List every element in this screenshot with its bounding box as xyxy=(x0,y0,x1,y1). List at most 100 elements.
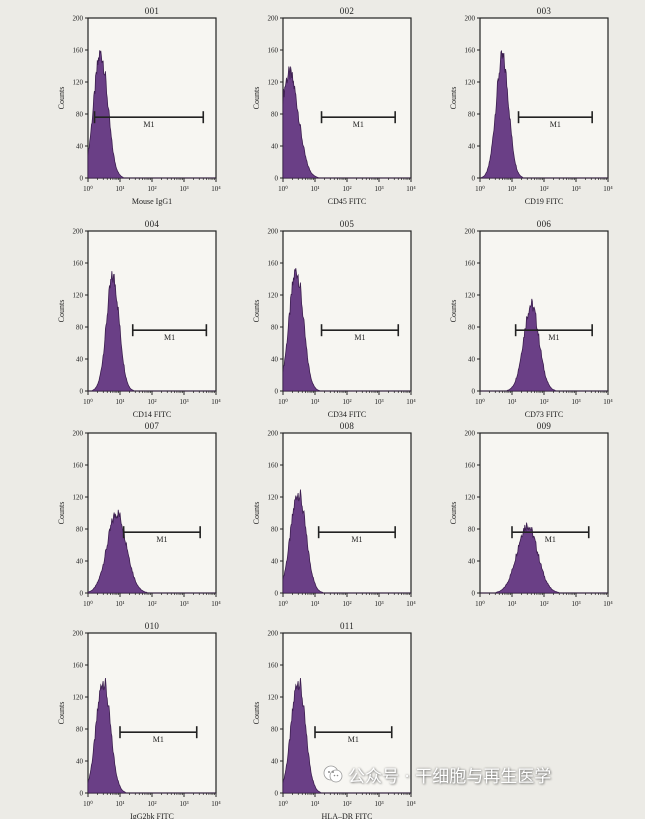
x-tick-label: 10¹ xyxy=(115,398,124,406)
x-tick-label: 10⁰ xyxy=(83,600,93,608)
x-axis-label: CD45 FITC xyxy=(328,197,366,206)
y-tick-label: 0 xyxy=(472,590,476,598)
y-tick-label: 120 xyxy=(268,694,279,702)
y-tick-label: 200 xyxy=(73,630,84,638)
x-tick-label: 10³ xyxy=(571,398,580,406)
gate-label: M1 xyxy=(548,333,559,342)
panel-title: 006 xyxy=(537,219,552,229)
y-tick-label: 200 xyxy=(268,430,279,438)
y-axis-label: Counts xyxy=(57,87,66,110)
histogram-panel-009: 009 M1 0 40 80 120 160 200 Counts 10⁰ 10¹ 10² 10³ 10⁴ xyxy=(449,421,613,608)
panel-title: 003 xyxy=(537,6,552,16)
y-tick-label: 120 xyxy=(268,79,279,87)
y-tick-label: 160 xyxy=(268,662,279,670)
gate-label: M1 xyxy=(153,735,164,744)
histogram-panel-006: 006 M1 0 40 80 120 160 200 Counts 10⁰ 10¹ 10² 10³ 10⁴… xyxy=(449,219,613,419)
x-tick-label: 10¹ xyxy=(310,600,319,608)
y-tick-label: 0 xyxy=(275,790,279,798)
y-tick-label: 40 xyxy=(76,143,84,151)
y-tick-label: 80 xyxy=(76,324,84,332)
x-tick-label: 10² xyxy=(147,398,156,406)
x-tick-label: 10³ xyxy=(374,398,383,406)
x-tick-label: 10³ xyxy=(179,398,188,406)
x-tick-label: 10⁴ xyxy=(406,398,416,406)
y-axis-label: Counts xyxy=(449,87,458,110)
x-tick-label: 10³ xyxy=(571,600,580,608)
x-tick-label: 10² xyxy=(342,185,351,193)
panel-title: 004 xyxy=(145,219,160,229)
y-tick-label: 0 xyxy=(275,388,279,396)
gate-label: M1 xyxy=(348,735,359,744)
y-tick-label: 200 xyxy=(73,228,84,236)
x-tick-label: 10³ xyxy=(179,800,188,808)
y-tick-label: 40 xyxy=(468,143,476,151)
watermark-text: 公众号 · 干细胞与再生医学 xyxy=(348,767,552,787)
y-tick-label: 80 xyxy=(468,111,476,119)
histogram-panel-010: 010 M1 0 40 80 120 160 200 Counts 10⁰ 10¹ 10² 10³ 10⁴… xyxy=(57,621,221,819)
x-tick-label: 10² xyxy=(539,398,548,406)
panel-title: 001 xyxy=(145,6,159,16)
y-axis-label: Counts xyxy=(252,87,261,110)
x-axis-label: Mouse IgG1 xyxy=(132,197,172,206)
y-tick-label: 200 xyxy=(73,430,84,438)
x-axis-label: HLA–DR FITC xyxy=(322,812,373,819)
gate-label: M1 xyxy=(545,535,556,544)
panel-title: 009 xyxy=(537,421,552,431)
x-tick-label: 10¹ xyxy=(507,185,516,193)
y-tick-label: 160 xyxy=(73,260,84,268)
y-tick-label: 120 xyxy=(268,292,279,300)
y-tick-label: 40 xyxy=(271,558,279,566)
x-tick-label: 10² xyxy=(342,398,351,406)
y-tick-label: 80 xyxy=(468,526,476,534)
y-tick-label: 80 xyxy=(271,111,279,119)
x-tick-label: 10⁴ xyxy=(603,185,613,193)
histogram-panel-002: 002 M1 0 40 80 120 160 200 Counts 10⁰ 10¹ 10² 10³ 10⁴… xyxy=(252,6,416,206)
x-tick-label: 10¹ xyxy=(310,800,319,808)
x-axis-label: CD34 FITC xyxy=(328,410,366,419)
x-tick-label: 10² xyxy=(147,800,156,808)
y-tick-label: 120 xyxy=(268,494,279,502)
x-tick-label: 10³ xyxy=(179,185,188,193)
y-axis-label: Counts xyxy=(57,502,66,525)
y-tick-label: 120 xyxy=(465,79,476,87)
y-tick-label: 160 xyxy=(73,462,84,470)
x-axis-label: CD14 FITC xyxy=(133,410,171,419)
x-tick-label: 10¹ xyxy=(115,600,124,608)
y-axis-label: Counts xyxy=(57,702,66,725)
x-tick-label: 10¹ xyxy=(310,185,319,193)
y-tick-label: 0 xyxy=(80,175,84,183)
y-tick-label: 120 xyxy=(465,494,476,502)
y-tick-label: 80 xyxy=(271,526,279,534)
y-tick-label: 0 xyxy=(472,175,476,183)
x-tick-label: 10⁴ xyxy=(603,600,613,608)
gate-label: M1 xyxy=(351,535,362,544)
y-tick-label: 40 xyxy=(271,143,279,151)
gate-label: M1 xyxy=(550,120,561,129)
y-axis-label: Counts xyxy=(252,502,261,525)
y-tick-label: 120 xyxy=(73,79,84,87)
x-tick-label: 10² xyxy=(342,800,351,808)
y-tick-label: 80 xyxy=(271,726,279,734)
x-tick-label: 10⁴ xyxy=(406,185,416,193)
y-tick-label: 80 xyxy=(76,111,84,119)
y-tick-label: 200 xyxy=(465,15,476,23)
x-tick-label: 10³ xyxy=(374,800,383,808)
x-tick-label: 10⁴ xyxy=(211,600,221,608)
y-tick-label: 40 xyxy=(76,558,84,566)
x-tick-label: 10⁴ xyxy=(211,800,221,808)
histogram-panel-011: 011 M1 0 40 80 120 160 200 Counts 10⁰ 10¹ 10² 10³ 10⁴… xyxy=(252,621,416,819)
y-tick-label: 80 xyxy=(76,526,84,534)
x-tick-label: 10² xyxy=(147,185,156,193)
x-tick-label: 10² xyxy=(147,600,156,608)
x-tick-label: 10⁰ xyxy=(475,600,485,608)
panel-title: 002 xyxy=(340,6,354,16)
panel-title: 005 xyxy=(340,219,355,229)
y-tick-label: 0 xyxy=(275,590,279,598)
y-tick-label: 120 xyxy=(73,494,84,502)
y-tick-label: 160 xyxy=(73,47,84,55)
gate-label: M1 xyxy=(143,120,154,129)
y-tick-label: 0 xyxy=(472,388,476,396)
y-tick-label: 40 xyxy=(271,356,279,364)
panel-title: 011 xyxy=(340,621,354,631)
gate-label: M1 xyxy=(164,333,175,342)
